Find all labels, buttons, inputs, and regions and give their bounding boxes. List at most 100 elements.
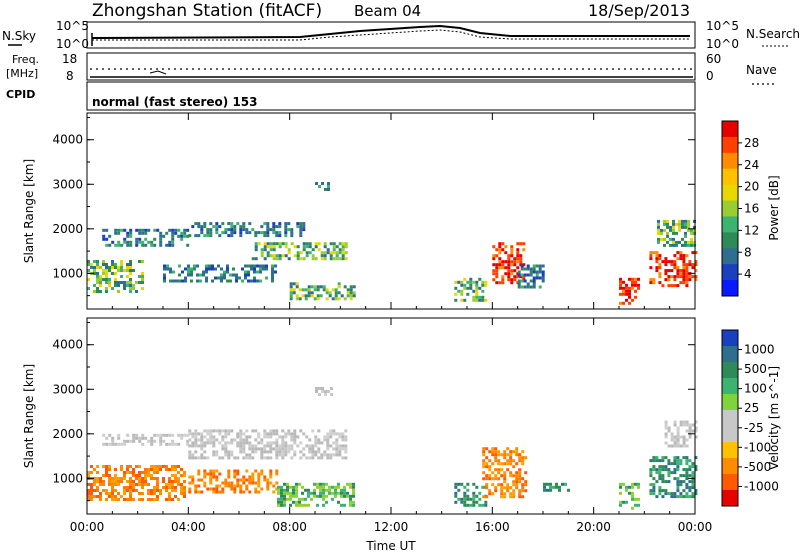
data-cell [655, 257, 659, 261]
data-cell [688, 486, 692, 490]
data-cell [507, 260, 511, 264]
data-cell [230, 484, 234, 488]
data-cell [262, 267, 265, 271]
data-cell [652, 483, 656, 487]
data-cell [503, 495, 507, 499]
data-cell [298, 500, 301, 504]
data-cell [519, 242, 523, 246]
data-cell [117, 284, 120, 287]
data-cell [174, 489, 177, 492]
data-cell [515, 453, 519, 457]
data-cell [99, 275, 102, 278]
data-cell [108, 480, 111, 483]
data-cell [269, 450, 273, 454]
data-cell [165, 442, 169, 446]
colorbar-segment [722, 216, 738, 233]
data-cell [673, 278, 677, 282]
data-cell [628, 286, 631, 290]
data-cell [518, 495, 522, 499]
data-cell [688, 426, 692, 430]
data-cell [203, 472, 207, 476]
data-cell [257, 475, 261, 479]
data-cell [223, 276, 226, 280]
y-tick-label: 3000 [52, 177, 83, 191]
data-cell [685, 429, 689, 433]
data-cell [667, 444, 671, 448]
data-cell [275, 432, 279, 436]
data-cell [335, 257, 339, 261]
data-cell [682, 266, 686, 270]
data-cell [253, 276, 256, 280]
data-cell [159, 231, 163, 235]
data-cell [670, 462, 674, 466]
data-cell [259, 270, 262, 274]
data-cell [284, 228, 288, 232]
data-cell [519, 275, 523, 279]
data-cell [520, 285, 524, 289]
data-cell [676, 468, 680, 472]
data-cell [558, 485, 561, 489]
data-cell [129, 272, 132, 275]
data-cell [171, 483, 174, 486]
data-cell [667, 429, 671, 433]
data-cell [622, 280, 625, 284]
data-cell [506, 489, 510, 493]
data-cell [491, 447, 495, 451]
data-cell [162, 486, 165, 489]
data-cell [245, 484, 249, 488]
data-cell [498, 257, 502, 261]
data-cell [90, 263, 93, 266]
data-cell [561, 482, 564, 486]
data-cell [338, 453, 342, 457]
data-cell [275, 438, 279, 442]
data-cell [472, 497, 476, 501]
data-cell [691, 495, 695, 499]
data-cell [337, 500, 340, 504]
data-cell [197, 222, 201, 226]
data-cell [520, 264, 524, 268]
data-cell [485, 483, 489, 487]
data-cell [694, 269, 698, 273]
data-cell [332, 257, 336, 261]
data-cell [280, 485, 283, 489]
data-cell [478, 503, 482, 507]
data-cell [454, 500, 458, 504]
data-cell [543, 485, 546, 489]
data-cell [117, 243, 121, 247]
data-cell [126, 281, 129, 284]
data-cell [521, 483, 525, 487]
data-cell [105, 281, 108, 284]
data-cell [150, 477, 153, 480]
data-cell [555, 485, 558, 489]
data-cell [343, 494, 346, 498]
data-cell [637, 503, 640, 507]
data-cell [466, 280, 470, 284]
data-cell [239, 450, 243, 454]
data-cell [230, 453, 234, 457]
data-cell [214, 267, 217, 271]
data-cell [510, 281, 514, 285]
data-cell [269, 444, 273, 448]
data-cell [679, 257, 683, 261]
data-cell [153, 465, 156, 468]
data-cell [682, 495, 686, 499]
data-cell [649, 257, 653, 261]
data-cell [663, 228, 666, 232]
data-cell [248, 456, 252, 460]
data-cell [655, 480, 659, 484]
data-cell [497, 471, 501, 475]
data-cell [271, 270, 274, 274]
data-cell [649, 251, 653, 255]
date-label: 18/Sep/2013 [588, 1, 690, 20]
data-cell [341, 444, 345, 448]
data-cell [254, 257, 258, 261]
data-cell [619, 491, 622, 495]
data-cell [326, 444, 330, 448]
data-cell [126, 433, 130, 437]
data-cell [138, 260, 141, 263]
data-cell [239, 490, 243, 494]
data-cell [220, 276, 223, 280]
data-cell [203, 234, 207, 238]
data-cell [177, 465, 180, 468]
data-cell [661, 477, 665, 481]
